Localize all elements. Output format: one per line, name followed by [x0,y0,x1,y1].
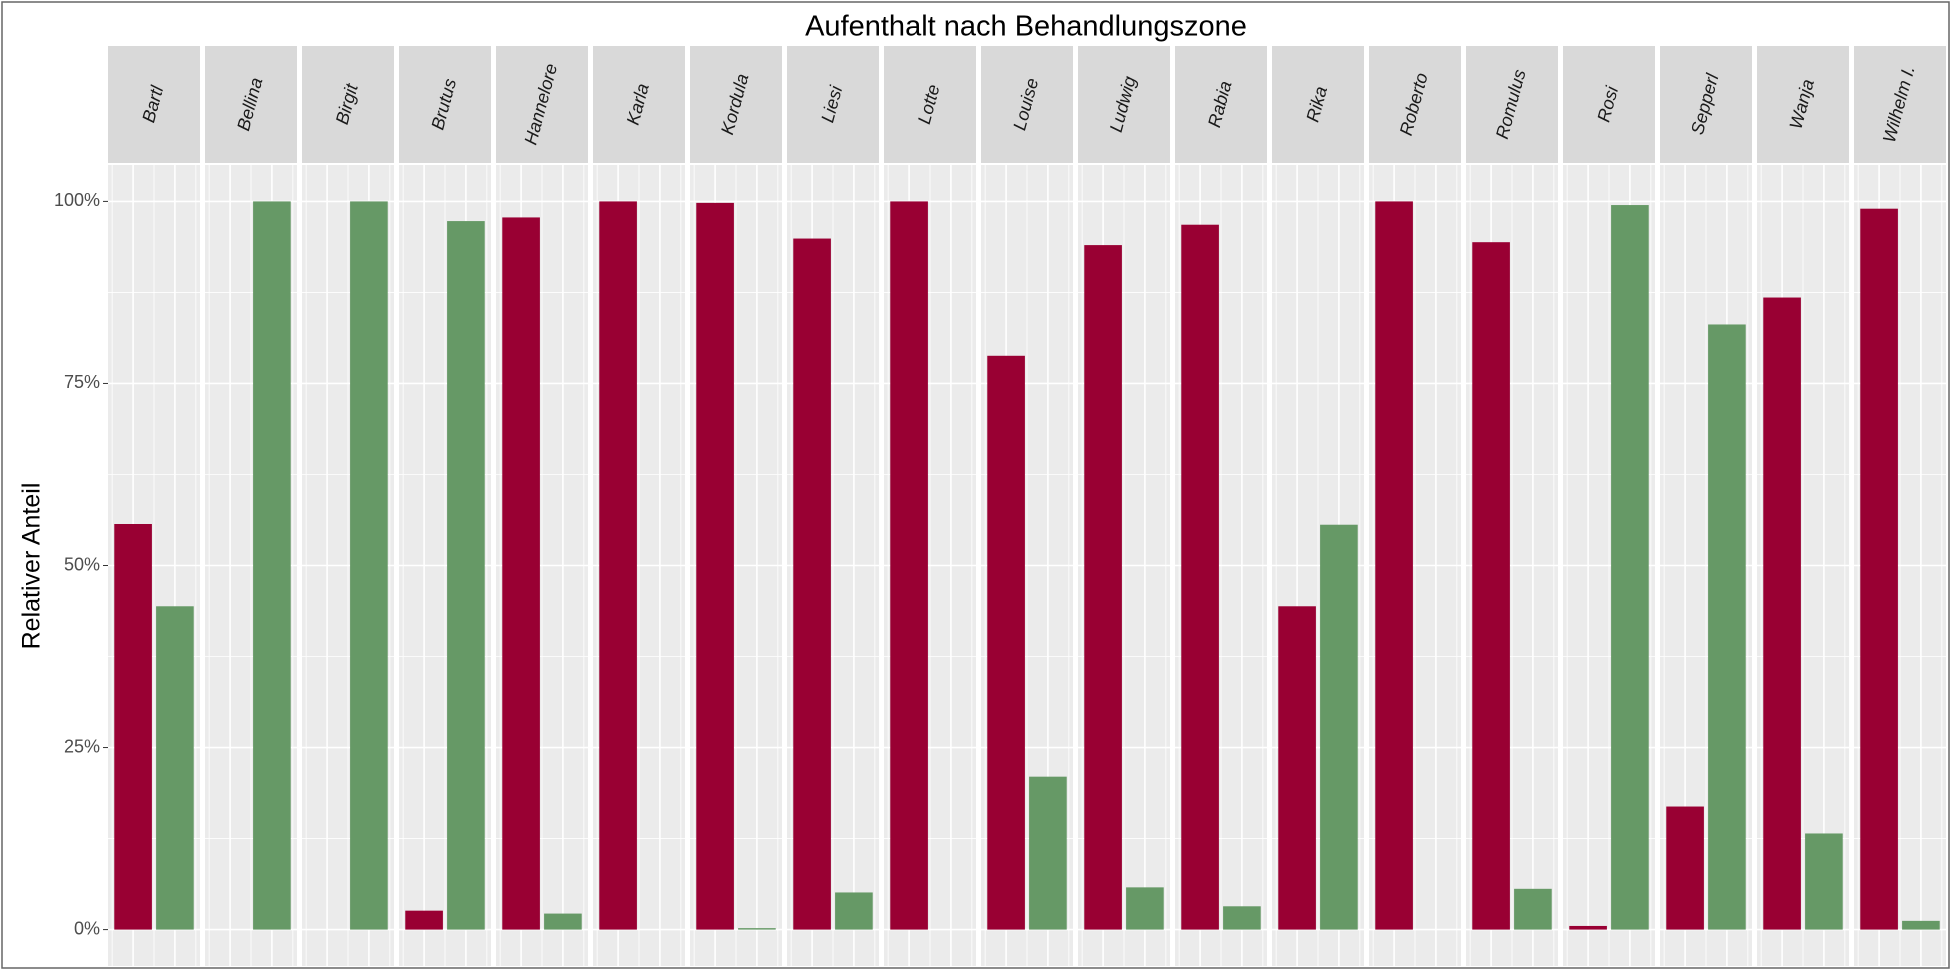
bar [1375,201,1413,930]
strip [593,46,685,163]
strip [981,46,1073,163]
bar [890,201,928,930]
bar [1763,297,1801,930]
bar [156,606,194,930]
bar [1569,925,1607,930]
bar [405,910,443,930]
strip [1854,46,1946,163]
bar [1126,887,1164,930]
bar [1181,224,1219,930]
bar [696,202,734,930]
strip [399,46,491,163]
bar [1278,606,1316,930]
y-tick-label: 50% [64,554,100,574]
y-tick-label: 25% [64,736,100,756]
bar [1666,806,1704,930]
strip [884,46,976,163]
bar [987,355,1025,930]
bar [502,217,540,930]
bar [1805,833,1843,930]
strip [496,46,588,163]
bar [1860,208,1898,930]
y-tick-label: 0% [74,918,100,938]
bar [1902,920,1940,930]
strip [1466,46,1558,163]
strip [690,46,782,163]
bar [793,238,831,930]
strip [1369,46,1461,163]
strip [787,46,879,163]
bar [253,201,291,930]
bar [1611,205,1649,930]
bar [1223,906,1261,930]
bar [447,221,485,930]
bar [599,201,637,930]
strip [1563,46,1655,163]
chart-title: Aufenthalt nach Behandlungszone [805,11,1247,43]
bar [350,201,388,930]
strip [108,46,200,163]
strip [1078,46,1170,163]
bar [114,523,152,930]
strip [1272,46,1364,163]
bar [738,928,776,930]
bar [835,892,873,930]
y-tick-label: 75% [64,372,100,392]
bar [1708,324,1746,930]
strip [302,46,394,163]
bar [1514,888,1552,930]
y-axis-title: Relativer Anteil [18,483,46,650]
bar [1472,242,1510,930]
bar [1084,245,1122,930]
bar [1029,776,1067,930]
strip [205,46,297,163]
bar [1320,524,1358,930]
y-tick-label: 100% [54,190,100,210]
strip [1757,46,1849,163]
bar [544,913,582,930]
strip [1660,46,1752,163]
strip [1175,46,1267,163]
